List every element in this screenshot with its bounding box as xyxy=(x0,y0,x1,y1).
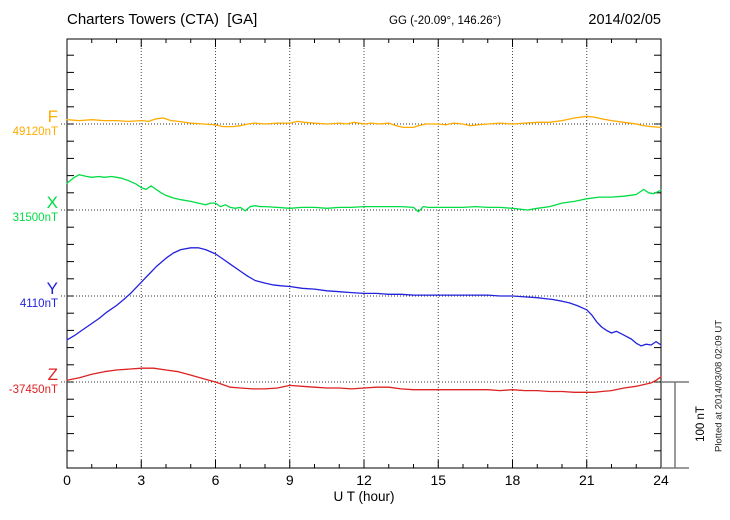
x-axis-title: U T (hour) xyxy=(333,489,395,504)
series-curve-X xyxy=(66,174,662,213)
x-tick-label-21: 21 xyxy=(578,472,595,488)
x-tick-label-3: 3 xyxy=(137,472,146,488)
series-letter-X: X xyxy=(46,193,58,212)
plot-date: 2014/02/05 xyxy=(588,12,661,28)
x-tick-label-24: 24 xyxy=(653,472,669,488)
x-tick-label-6: 6 xyxy=(211,472,220,488)
geographic-coords: GG (-20.09°, 146.26°) xyxy=(389,15,502,27)
plot-frame xyxy=(66,38,662,469)
series-curve-Z xyxy=(66,367,662,393)
series-baseline-value-Y: 4110nT xyxy=(19,298,58,310)
x-tick-label-0: 0 xyxy=(63,472,71,488)
x-tick-label-18: 18 xyxy=(504,472,521,488)
x-tick-label-15: 15 xyxy=(430,472,447,488)
series-letter-Z: Z xyxy=(47,365,58,384)
plotted-at-note: Plotted at 2014/03/08 02:09 UT xyxy=(713,319,725,453)
page-title: Charters Towers (CTA) [GA] xyxy=(67,11,258,28)
series-baseline-value-F: 49120nT xyxy=(12,126,58,138)
x-tick-label-9: 9 xyxy=(285,472,294,488)
scale-bar-label: 100 nT xyxy=(695,406,707,442)
series-letter-F: F xyxy=(47,107,58,126)
series-letter-Y: Y xyxy=(46,279,58,298)
series-curve-Y xyxy=(66,247,662,347)
series-baseline-value-Z: -37450nT xyxy=(8,384,58,396)
x-tick-label-12: 12 xyxy=(356,472,372,488)
series-curve-F xyxy=(66,115,662,129)
series-baseline-value-X: 31500nT xyxy=(12,212,58,224)
